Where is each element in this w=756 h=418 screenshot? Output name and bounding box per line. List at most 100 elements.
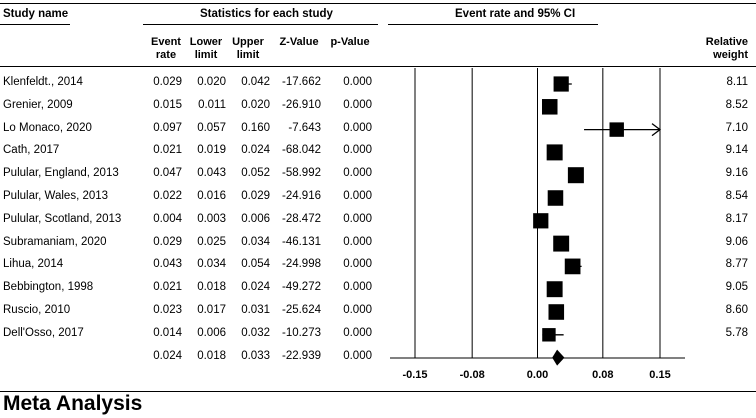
upper-limit-cell: 0.029 xyxy=(241,190,270,202)
study-point xyxy=(547,190,564,206)
p-value-cell: 0.000 xyxy=(343,281,372,294)
upper-limit-cell: 0.052 xyxy=(241,167,270,180)
relative-weight-cell: 8.11 xyxy=(726,76,748,88)
header-bottom-rule xyxy=(0,66,756,67)
p-value-cell: 0.000 xyxy=(343,76,372,88)
lower-limit-cell: 0.019 xyxy=(197,144,226,157)
relative-weight-cell: 7.10 xyxy=(725,121,748,134)
column-header-line-1: Event xyxy=(151,36,181,48)
event-rate-cell: 0.021 xyxy=(153,281,182,294)
study-name-cell: Dell'Osso, 2017 xyxy=(3,326,84,339)
event-rate-cell: 0.022 xyxy=(153,190,182,202)
event-rate-cell: 0.015 xyxy=(153,98,182,111)
column-header-line-1: Upper xyxy=(232,36,264,48)
upper-limit-cell: 0.160 xyxy=(241,121,270,134)
column-header: Lower limit xyxy=(186,36,226,62)
lower-limit-cell: 0.043 xyxy=(197,167,226,180)
p-value-cell: 0.000 xyxy=(343,258,372,271)
p-value-cell: 0.000 xyxy=(343,167,372,180)
relative-weight-header: Relative weight xyxy=(706,36,748,62)
relative-weight-cell: 8.54 xyxy=(725,190,748,202)
column-header: Z-Value xyxy=(276,36,322,49)
lower-limit-cell: 0.006 xyxy=(197,326,226,339)
lower-limit-cell: 0.016 xyxy=(197,190,226,202)
event-rate-cell: 0.029 xyxy=(153,235,182,248)
lower-limit-cell: 0.018 xyxy=(197,281,226,294)
study-name-cell: Cath, 2017 xyxy=(3,144,60,157)
column-header-line-1: Lower xyxy=(189,36,223,48)
column-header-line-1: Z-Value xyxy=(279,36,319,48)
study-point xyxy=(609,122,624,137)
top-rule xyxy=(0,3,756,4)
study-point xyxy=(567,167,584,184)
study-name-cell: Pulular, Scotland, 2013 xyxy=(3,212,122,225)
z-value-cell: -28.472 xyxy=(281,212,321,225)
study-point xyxy=(542,328,556,342)
event-rate-cell: 0.023 xyxy=(153,304,182,316)
event-rate-cell: 0.097 xyxy=(153,121,182,134)
upper-limit-cell: 0.032 xyxy=(241,326,270,339)
relative-weight-cell: 9.16 xyxy=(725,167,748,180)
lower-limit-cell: 0.025 xyxy=(197,235,226,248)
study-name-cell: Pulular, England, 2013 xyxy=(3,167,119,180)
study-name-cell: Klenfeldt., 2014 xyxy=(3,76,83,88)
study-point xyxy=(546,281,563,298)
upper-limit-cell: 0.031 xyxy=(241,304,270,316)
upper-limit-cell: 0.006 xyxy=(241,212,270,225)
study-name-cell: Pulular, Wales, 2013 xyxy=(3,190,109,202)
relative-weight-cell: 9.05 xyxy=(725,281,748,294)
upper-limit-cell: 0.054 xyxy=(241,258,270,271)
event-rate-cell: 0.043 xyxy=(153,258,182,271)
lower-limit-cell: 0.011 xyxy=(198,98,226,111)
pooled-upper-limit-cell: 0.033 xyxy=(241,349,270,362)
stats-group-underline xyxy=(143,24,378,25)
upper-limit-cell: 0.024 xyxy=(241,281,270,294)
stats-group-header: Statistics for each study xyxy=(200,8,333,20)
relative-weight-cell: 9.14 xyxy=(725,144,748,157)
footer-title: Meta Analysis xyxy=(3,392,143,415)
p-value-cell: 0.000 xyxy=(343,144,372,157)
relative-weight-cell: 8.77 xyxy=(725,258,748,271)
p-value-cell: 0.000 xyxy=(343,98,372,111)
relative-weight-l2: weight xyxy=(713,49,748,61)
x-tick-label: 0.08 xyxy=(592,369,613,381)
z-value-cell: -10.273 xyxy=(281,326,321,339)
plot-title-header: Event rate and 95% CI xyxy=(455,8,576,20)
study-name-cell: Grenier, 2009 xyxy=(3,98,73,111)
z-value-cell: -49.272 xyxy=(281,281,321,294)
p-value-cell: 0.000 xyxy=(343,121,372,134)
lower-limit-cell: 0.057 xyxy=(197,121,226,134)
lower-limit-cell: 0.020 xyxy=(197,76,226,88)
pooled-lower-limit-cell: 0.018 xyxy=(197,349,226,362)
p-value-cell: 0.000 xyxy=(343,212,372,225)
relative-weight-cell: 8.17 xyxy=(725,212,748,225)
p-value-cell: 0.000 xyxy=(343,190,372,202)
study-name-cell: Ruscio, 2010 xyxy=(3,304,71,316)
upper-limit-cell: 0.042 xyxy=(241,76,270,88)
summary-diamond xyxy=(552,349,565,366)
p-value-cell: 0.000 xyxy=(343,304,372,316)
study-point xyxy=(553,76,569,92)
relative-weight-cell: 9.06 xyxy=(725,235,748,248)
z-value-cell: -46.131 xyxy=(281,235,321,248)
relative-weight-l1: Relative xyxy=(705,36,748,48)
footer-rule xyxy=(0,391,756,392)
column-header: Upper limit xyxy=(228,36,268,62)
z-value-cell: -7.643 xyxy=(288,121,321,134)
study-name-cell: Lo Monaco, 2020 xyxy=(3,121,92,134)
z-value-cell: -17.662 xyxy=(281,76,321,88)
column-header: p-Value xyxy=(328,36,372,49)
event-rate-cell: 0.047 xyxy=(153,167,182,180)
upper-limit-cell: 0.020 xyxy=(241,98,270,111)
x-tick-label: 0.00 xyxy=(527,369,548,381)
relative-weight-cell: 8.52 xyxy=(725,98,748,111)
lower-limit-cell: 0.017 xyxy=(197,304,226,316)
upper-limit-cell: 0.034 xyxy=(241,235,270,248)
lower-limit-cell: 0.003 xyxy=(197,212,226,225)
z-value-cell: -24.916 xyxy=(281,190,321,202)
event-rate-cell: 0.014 xyxy=(153,326,182,339)
pooled-z-value-cell: -22.939 xyxy=(281,349,321,362)
upper-limit-cell: 0.024 xyxy=(241,144,270,157)
study-point xyxy=(541,99,558,115)
